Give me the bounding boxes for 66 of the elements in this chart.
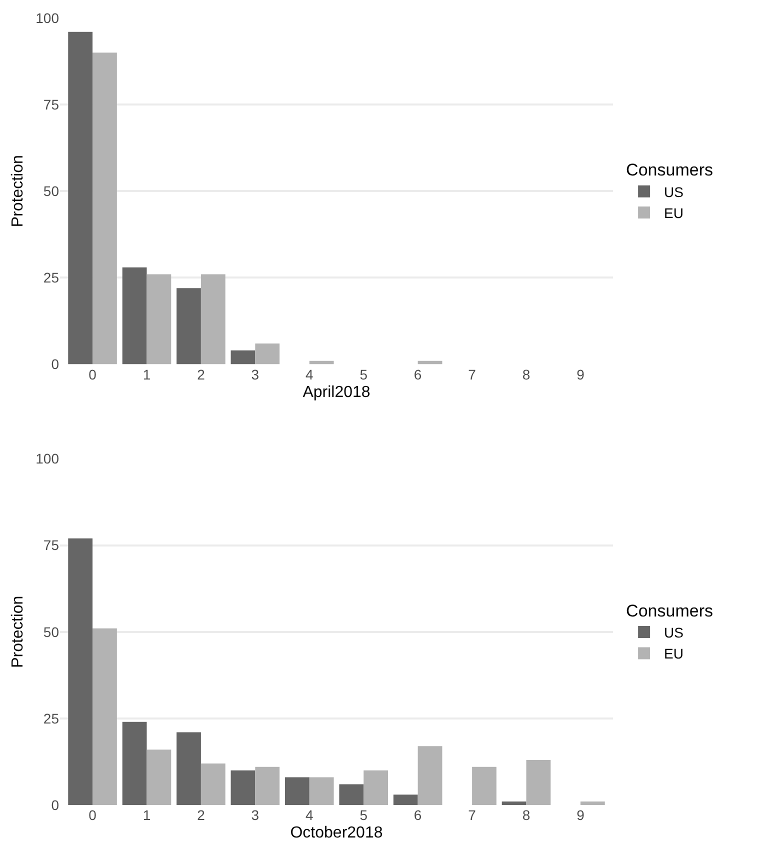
bar bbox=[122, 722, 147, 805]
bar bbox=[200, 763, 226, 805]
x-tick-label: 5 bbox=[360, 807, 368, 823]
x-tick-label: 5 bbox=[360, 366, 368, 382]
y-tick-label: 50 bbox=[43, 183, 60, 200]
y-tick-label: 0 bbox=[51, 356, 60, 372]
x-tick-label: 0 bbox=[88, 807, 97, 823]
bar bbox=[122, 267, 147, 364]
bar bbox=[200, 274, 226, 364]
bar bbox=[339, 784, 364, 805]
x-tick-label: 6 bbox=[414, 807, 422, 823]
y-tick-label: 25 bbox=[43, 270, 60, 286]
x-tick-label: 3 bbox=[251, 366, 260, 382]
y-tick-label: 25 bbox=[43, 710, 60, 726]
bar bbox=[364, 770, 388, 805]
bar bbox=[92, 52, 117, 364]
x-tick-label: 4 bbox=[305, 366, 314, 382]
x-tick-label: 4 bbox=[305, 807, 314, 823]
legend-title: Consumers bbox=[626, 601, 713, 620]
y-axis-title: Protection bbox=[10, 596, 27, 668]
bar bbox=[393, 794, 418, 805]
x-tick-label: 7 bbox=[468, 807, 476, 823]
x-tick-label: 7 bbox=[468, 366, 476, 382]
bar bbox=[526, 760, 551, 805]
bar bbox=[285, 777, 310, 805]
bar bbox=[68, 538, 93, 805]
x-axis-title: April2018 bbox=[302, 384, 370, 401]
bar bbox=[146, 274, 172, 364]
legend-label: EU bbox=[664, 646, 684, 662]
bar bbox=[230, 350, 256, 364]
y-tick-label: 75 bbox=[43, 96, 60, 112]
x-tick-label: 3 bbox=[251, 807, 260, 823]
y-axis-title: Protection bbox=[10, 155, 27, 228]
x-tick-label: 8 bbox=[522, 366, 530, 382]
y-tick-label: 75 bbox=[43, 537, 60, 554]
x-tick-label: 9 bbox=[576, 807, 585, 823]
y-tick-label: 100 bbox=[36, 450, 60, 467]
legend-title: Consumers bbox=[626, 160, 713, 180]
bar bbox=[176, 732, 201, 805]
bar bbox=[255, 344, 280, 364]
x-tick-label: 2 bbox=[197, 366, 206, 382]
x-axis-title: October2018 bbox=[290, 824, 383, 842]
bar bbox=[230, 770, 256, 805]
x-tick-label: 9 bbox=[576, 366, 585, 382]
bar bbox=[92, 628, 117, 805]
x-tick-label: 1 bbox=[142, 366, 151, 382]
bar bbox=[502, 802, 526, 805]
bar bbox=[309, 777, 334, 805]
bar bbox=[580, 802, 605, 805]
bar bbox=[472, 766, 496, 805]
x-tick-label: 8 bbox=[522, 807, 530, 823]
x-tick-label: 2 bbox=[197, 807, 206, 823]
y-tick-label: 0 bbox=[51, 796, 60, 813]
legend-label: US bbox=[664, 184, 684, 200]
bar bbox=[146, 750, 172, 805]
legend-label: EU bbox=[664, 205, 684, 221]
bar bbox=[68, 32, 93, 364]
x-tick-label: 1 bbox=[142, 807, 151, 823]
bar bbox=[255, 766, 280, 805]
bar bbox=[418, 746, 442, 805]
x-tick-label: 6 bbox=[414, 366, 422, 382]
x-tick-label: 0 bbox=[88, 366, 97, 382]
legend-label: US bbox=[664, 624, 684, 641]
y-tick-label: 50 bbox=[43, 624, 60, 640]
y-tick-label: 100 bbox=[36, 10, 60, 26]
bar bbox=[176, 288, 201, 364]
